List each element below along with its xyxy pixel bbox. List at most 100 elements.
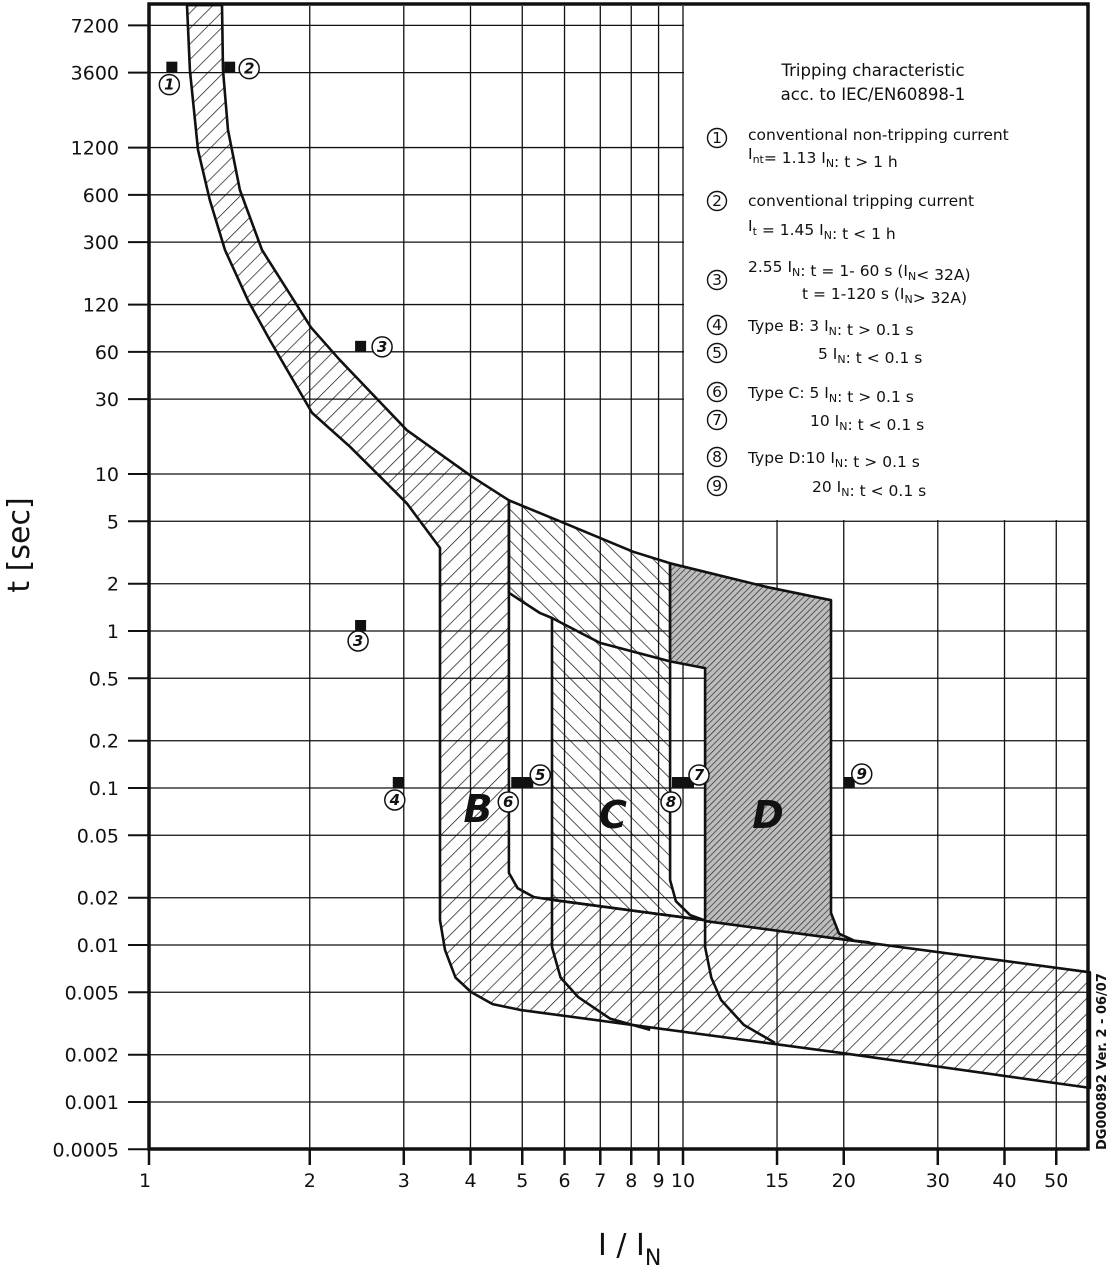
marker-3: 3 (347, 620, 369, 652)
x-tick-label: 4 (464, 1170, 476, 1192)
y-tick-label: 300 (83, 232, 119, 254)
legend-number-circle (706, 446, 728, 468)
zone-label-d: D (752, 793, 784, 837)
y-tick-label: 0.002 (65, 1045, 119, 1067)
y-tick-label: 3600 (71, 63, 119, 85)
legend-text: : t < 0.1 s (849, 482, 926, 500)
marker-8: 8 (660, 777, 683, 813)
legend-subscript: N (826, 157, 834, 170)
y-tick-label: 0.1 (89, 778, 119, 800)
marker-3: 3 (355, 336, 393, 358)
legend-text: : t < 1 h (832, 225, 896, 243)
x-tick-label: 9 (653, 1170, 665, 1192)
x-axis-label: I / IN (598, 1228, 661, 1271)
marker-circle (688, 764, 710, 786)
marker-label: 3 (377, 338, 387, 356)
marker-flag-icon (224, 61, 236, 73)
type-D-instantaneous-curve (703, 921, 776, 1045)
legend-subscript: N (905, 293, 913, 306)
legend-number: 2 (712, 192, 722, 210)
y-axis-label: t [sec] (2, 497, 37, 592)
y-tick-label: 0.5 (89, 668, 119, 690)
legend-subscript: N (839, 420, 847, 433)
footnote: DG000892 Ver. 2 - 06/07 (1095, 973, 1110, 1150)
trip-regions (185, 3, 1092, 1090)
legend-number: 3 (712, 271, 722, 289)
legend-title-line-2: acc. to IEC/EN60898-1 (781, 85, 966, 104)
marker-1: 1 (158, 61, 181, 96)
legend-number-circle (706, 381, 728, 403)
y-tick-label: 0.001 (65, 1092, 119, 1114)
marker-5: 5 (522, 764, 551, 788)
x-tick-label: 3 (398, 1170, 410, 1192)
legend-number-circle (706, 342, 728, 364)
marker-flag-icon (392, 777, 404, 788)
legend-text: I (748, 217, 753, 235)
legend-line: It = 1.45 IN: t < 1 h (748, 217, 896, 243)
x-tick-label: 50 (1044, 1170, 1068, 1192)
legend-text: 10 I (810, 412, 839, 430)
legend-text: : t < 0.1 s (847, 416, 924, 434)
x-axis-label-main: I / I (598, 1228, 645, 1263)
x-tick-label: 6 (558, 1170, 570, 1192)
marker-label: 8 (666, 793, 676, 811)
marker-flag-icon (843, 777, 855, 788)
y-tick-label: 2 (107, 574, 119, 596)
legend-subscript: N (824, 229, 832, 242)
legend-text: Type C: 5 I (747, 384, 829, 402)
marker-4: 4 (384, 777, 406, 811)
y-tick-label: 0.01 (77, 935, 119, 957)
zone-label-b: B (464, 787, 493, 831)
y-tick-label: 0.05 (77, 825, 119, 847)
y-tick-label: 0.005 (65, 982, 119, 1004)
legend-subscript: nt (753, 153, 765, 166)
y-tick-label: 1200 (71, 138, 119, 160)
plot-frame (147, 2, 1090, 1151)
legend-number-circle (706, 314, 728, 336)
y-tick-label: 60 (95, 342, 119, 364)
legend-subscript: N (792, 266, 800, 279)
legend-item-9: 9 20 IN: t < 0.1 s (706, 475, 926, 500)
marker-9: 9 (843, 763, 873, 788)
marker-label: 4 (389, 791, 400, 809)
legend-text: Type B: 3 I (747, 317, 829, 335)
marker-circle (497, 791, 519, 813)
legend-subscript: N (908, 270, 916, 283)
legend-number: 1 (712, 129, 722, 147)
legend-text: > 32A) (913, 289, 967, 307)
legend-text: 20 I (812, 478, 841, 496)
legend-text: : t > 0.1 s (843, 453, 920, 471)
legend-line: 5 IN: t < 0.1 s (818, 345, 922, 367)
marker-circle (851, 763, 873, 785)
marker-circle (529, 764, 551, 786)
legend-line: Type C: 5 IN: t > 0.1 s (747, 384, 914, 406)
legend-text: < 32A) (916, 266, 970, 284)
marker-flag-icon (355, 340, 367, 352)
y-tick-label: 1 (107, 621, 119, 643)
legend-item-3: 32.55 IN: t = 1- 60 s (IN< 32A)t = 1-120… (706, 258, 971, 307)
legend-title-line-1: Tripping characteristic (780, 61, 964, 80)
zone-labels: B C D (464, 787, 784, 837)
marker-6: 6 (497, 777, 523, 813)
legend-subscript: N (829, 392, 837, 405)
legend-subscript: t (753, 225, 758, 238)
legend-text: : t > 1 h (834, 153, 898, 171)
marker-label: 2 (244, 60, 254, 78)
legend-line: conventional non-tripping current (748, 126, 1009, 144)
legend-number-circle (706, 475, 728, 497)
legend-item-8: 8 Type D:10 IN: t > 0.1 s (706, 446, 920, 471)
legend-text: conventional tripping current (748, 192, 974, 210)
tick-labels: 7200360012006003001206030105210.50.20.10… (53, 15, 1069, 1192)
marker-label: 7 (694, 766, 705, 784)
legend-item-6: 6 Type C: 5 IN: t > 0.1 s (706, 381, 914, 406)
x-axis-label-sub: N (645, 1246, 661, 1271)
legend-line: 20 IN: t < 0.1 s (812, 478, 926, 500)
marker-label: 1 (164, 76, 174, 94)
type-C-region (507, 498, 706, 922)
legend-text: : t = 1- 60 s (I (800, 262, 908, 280)
x-tick-label: 7 (594, 1170, 606, 1192)
marker-label: 6 (503, 793, 513, 811)
thermal-lower-curve-continuation (551, 616, 671, 663)
y-tick-label: 30 (95, 389, 119, 411)
